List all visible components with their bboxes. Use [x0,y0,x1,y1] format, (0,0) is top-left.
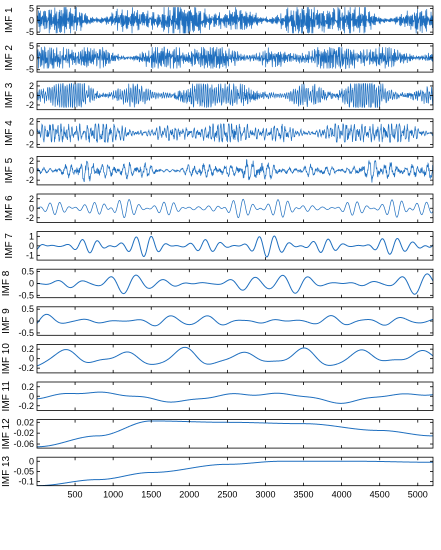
imf-series-line [37,7,433,34]
axes-box [36,419,434,449]
x-tick-label: 1500 [141,490,161,500]
x-tick-label: 500 [68,490,83,500]
y-tick-label: 0 [29,241,34,251]
y-tick-label: -1 [26,250,34,260]
x-tick-label: 4000 [332,490,352,500]
y-tick-label: -0.1 [18,477,34,487]
imf-panel-1: -5 0 5 IMF 1 [4,3,434,37]
imf-series-line [37,460,433,486]
y-tick-label: 0 [29,166,34,176]
y-tick-label: 0 [29,316,34,326]
imf-panel-6: -202 IMF 6 [4,193,434,223]
y-tick-label: 5 [29,3,34,13]
imf-series-line [37,82,433,109]
y-tick-label: 0 [29,278,34,288]
imf-label: IMF 2 [4,45,15,71]
imf-series-line [37,159,433,183]
imf-label: IMF 4 [4,120,15,146]
x-tick-label: 1000 [103,490,123,500]
imf-label: IMF 12 [1,418,12,450]
imf-series-line [37,273,433,295]
imf-label: IMF 11 [1,381,12,412]
imf-panel-12: -0.06-0.020.02 IMF 12 [1,417,434,450]
y-tick-label: 0 [29,391,34,401]
x-tick-label: 5000 [408,490,428,500]
imf-panel-4: -202 IMF 4 [4,117,434,149]
y-tick-label: 2 [29,194,34,204]
y-tick-label: 0.5 [21,304,34,314]
imf-panel-11: -0.200.2 IMF 11 [1,381,434,412]
axes-box [36,343,434,374]
imf-series-line [37,235,433,258]
imf-panel-3: -202 IMF 3 [4,80,434,111]
y-tick-label: 0 [29,128,34,138]
y-tick-label: 0.02 [16,417,34,427]
axes-box [36,268,434,299]
x-tick-label: 3000 [255,490,275,500]
y-tick-label: -0.06 [13,439,34,449]
x-tick-label: 2500 [217,490,237,500]
y-tick-label: -0.02 [13,428,34,438]
imf-label: IMF 1 [4,7,15,33]
y-tick-label: -2 [26,100,34,110]
imf-panel-5: -202 IMF 5 [4,155,434,186]
x-tick-label: 3500 [294,490,314,500]
x-tick-label: 2000 [179,490,199,500]
y-tick-label: 0 [29,15,34,25]
imf-series-line [37,198,433,219]
y-tick-label: 5 [29,41,34,51]
imf-label: IMF 6 [4,195,15,221]
imf-panel-10: -0.200.2 IMF 10 [1,343,434,375]
y-tick-label: 0.2 [21,344,34,354]
y-tick-label: 0 [29,354,34,364]
y-tick-label: -2 [26,213,34,223]
x-tick-label: 4500 [370,490,390,500]
y-tick-label: 0 [29,90,34,100]
imf-series-line [37,391,433,404]
imf-label: IMF 7 [4,233,15,259]
axes-box [36,381,434,411]
imf-panel-13: -0.1-0.050 IMF 13 500 1000 1500 2000 2500 3000 3… [1,455,434,500]
imf-series-line [37,122,433,143]
y-tick-label: -0.2 [18,401,34,411]
y-tick-label: -0.2 [18,363,34,373]
y-tick-label: 0 [29,456,34,466]
imf-series-line [37,313,433,327]
imf-series-line [37,45,433,70]
y-tick-label: 0.2 [21,382,34,392]
y-tick-label: -5 [26,27,34,37]
y-tick-label: 1 [29,231,34,241]
imf-label: IMF 13 [1,455,12,487]
imf-panel-8: -0.5 00.5 IMF 8 [1,267,434,300]
y-tick-label: -0.05 [13,466,34,476]
imf-series-line [37,346,433,367]
y-tick-label: 2 [29,156,34,166]
y-tick-label: -0.5 [18,290,34,300]
imf-label: IMF 5 [4,157,15,183]
y-tick-label: 0 [29,203,34,213]
imf-panel-7: -101 IMF 7 [4,231,434,261]
imf-label: IMF 9 [1,308,12,334]
y-tick-label: 0.5 [21,267,34,277]
imf-label: IMF 10 [1,343,12,375]
y-tick-label: 2 [29,117,34,127]
imf-series-line [37,420,433,448]
y-tick-label: -0.5 [18,328,34,338]
imf-panel-2: -5 0 5 IMF 2 [4,41,434,75]
y-tick-label: -2 [26,175,34,185]
y-tick-label: 2 [29,81,34,91]
y-tick-label: 0 [29,53,34,63]
imf-label: IMF 8 [1,270,12,296]
imf-panel-9: -0.5 0 0.5 IMF 9 [1,304,434,338]
y-tick-label: -5 [26,65,34,75]
imf-label: IMF 3 [4,82,15,108]
y-tick-label: -2 [26,139,34,149]
